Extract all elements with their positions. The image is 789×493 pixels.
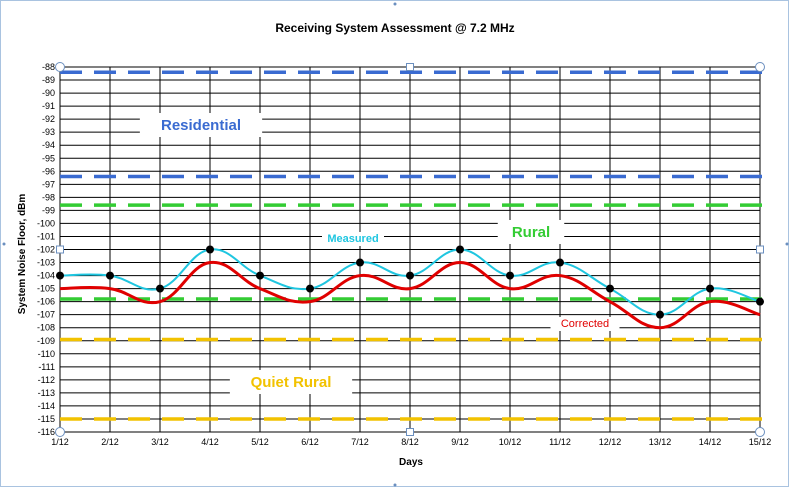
x-tick-label: 6/12: [301, 437, 319, 447]
data-point: [206, 245, 214, 254]
y-tick-label: -100: [37, 218, 55, 228]
y-tick-label: -96: [42, 166, 55, 176]
y-tick-label: -114: [38, 401, 55, 411]
x-tick-label: 4/12: [201, 437, 219, 447]
frame-handle[interactable]: [393, 2, 397, 6]
chart-title: Receiving System Assessment @ 7.2 MHz: [275, 21, 514, 35]
edge-resize-handle[interactable]: [56, 245, 64, 254]
band-label: Rural: [512, 224, 550, 241]
x-tick-label: 2/12: [101, 437, 119, 447]
y-tick-label: -99: [42, 205, 55, 215]
series-label-bg: [322, 232, 384, 246]
x-tick-label: 11/12: [549, 437, 571, 447]
y-tick-label: -97: [42, 179, 55, 189]
y-tick-label: -112: [38, 375, 55, 385]
data-point: [756, 297, 764, 306]
y-tick-label: -103: [37, 258, 55, 268]
x-tick-label: 5/12: [251, 437, 269, 447]
y-tick-label: -90: [42, 88, 55, 98]
data-point: [406, 271, 414, 280]
data-point: [656, 310, 664, 319]
band-label-bg: [497, 220, 565, 244]
series-layer: Measured Corrected: [56, 232, 764, 331]
band-label: Quiet Rural: [251, 374, 332, 391]
y-tick-label: -107: [37, 310, 55, 320]
y-tick-label: -91: [42, 101, 55, 111]
edge-resize-handle[interactable]: [406, 428, 414, 436]
corner-resize-handle[interactable]: [55, 427, 65, 437]
y-tick-label: -93: [42, 127, 55, 137]
y-tick-label: -108: [37, 323, 55, 333]
x-tick-label: 15/12: [749, 437, 772, 447]
frame-handle[interactable]: [785, 242, 789, 246]
x-tick-label: 8/12: [401, 437, 419, 447]
series-label-corrected: Corrected: [561, 318, 609, 330]
y-tick-label: -106: [37, 297, 55, 307]
x-tick-label: 1/12: [51, 437, 69, 447]
data-point: [456, 245, 464, 254]
x-tick-label: 3/12: [151, 437, 169, 447]
data-point: [506, 271, 514, 280]
corner-resize-handle[interactable]: [755, 427, 765, 437]
y-tick-label: -110: [38, 349, 55, 359]
data-point: [706, 284, 714, 293]
band-label: Residential: [161, 117, 241, 134]
edge-resize-handle[interactable]: [756, 245, 764, 254]
y-tick-label: -109: [37, 336, 55, 346]
y-tick-label: -88: [42, 62, 55, 72]
edge-resize-handle[interactable]: [406, 63, 414, 71]
y-tick-label: -111: [38, 362, 55, 372]
data-point: [256, 271, 264, 280]
y-tick-label: -98: [42, 192, 55, 202]
corner-resize-handle[interactable]: [755, 62, 765, 72]
y-tick-label: -92: [42, 114, 55, 124]
x-tick-label: 13/12: [649, 437, 672, 447]
y-tick-label: -113: [38, 388, 55, 398]
x-tick-label: 14/12: [699, 437, 722, 447]
series-label-bg: [550, 317, 620, 331]
corner-resize-handle[interactable]: [55, 62, 65, 72]
y-tick-label: -115: [38, 414, 55, 424]
series-line-corrected: [59, 260, 761, 330]
tick-labels: -88 -89 -90 -91 -92 -93 -94 -95 -96 -97 -98 -99 -100…: [37, 62, 771, 447]
x-tick-label: 12/12: [599, 437, 622, 447]
x-tick-label: 10/12: [499, 437, 522, 447]
data-point: [156, 284, 164, 293]
y-tick-label: -104: [37, 271, 55, 281]
x-axis-label: Days: [399, 457, 423, 468]
series-label-measured: Measured: [327, 233, 378, 245]
data-point: [306, 284, 314, 293]
y-tick-label: -116: [38, 427, 55, 437]
band-labels: Residential Rural Quiet Rural: [139, 113, 565, 394]
y-tick-label: -105: [37, 284, 55, 294]
y-tick-label: -94: [42, 140, 55, 150]
y-axis-label: System Noise Floor, dBm: [17, 194, 28, 315]
data-point: [56, 271, 64, 280]
y-tick-label: -95: [42, 153, 55, 163]
frame-handle[interactable]: [393, 483, 397, 487]
frame-handle[interactable]: [2, 242, 6, 246]
y-tick-label: -89: [42, 75, 55, 85]
band-label-bg: [139, 113, 263, 137]
band-label-bg: [229, 370, 353, 394]
data-point: [556, 258, 564, 267]
x-tick-label: 9/12: [451, 437, 469, 447]
y-tick-label: -102: [37, 245, 55, 255]
reference-lines: [60, 70, 764, 421]
x-tick-label: 7/12: [351, 437, 369, 447]
data-point: [356, 258, 364, 267]
y-tick-label: -101: [37, 231, 55, 241]
data-point: [106, 271, 114, 280]
data-point: [606, 284, 614, 293]
